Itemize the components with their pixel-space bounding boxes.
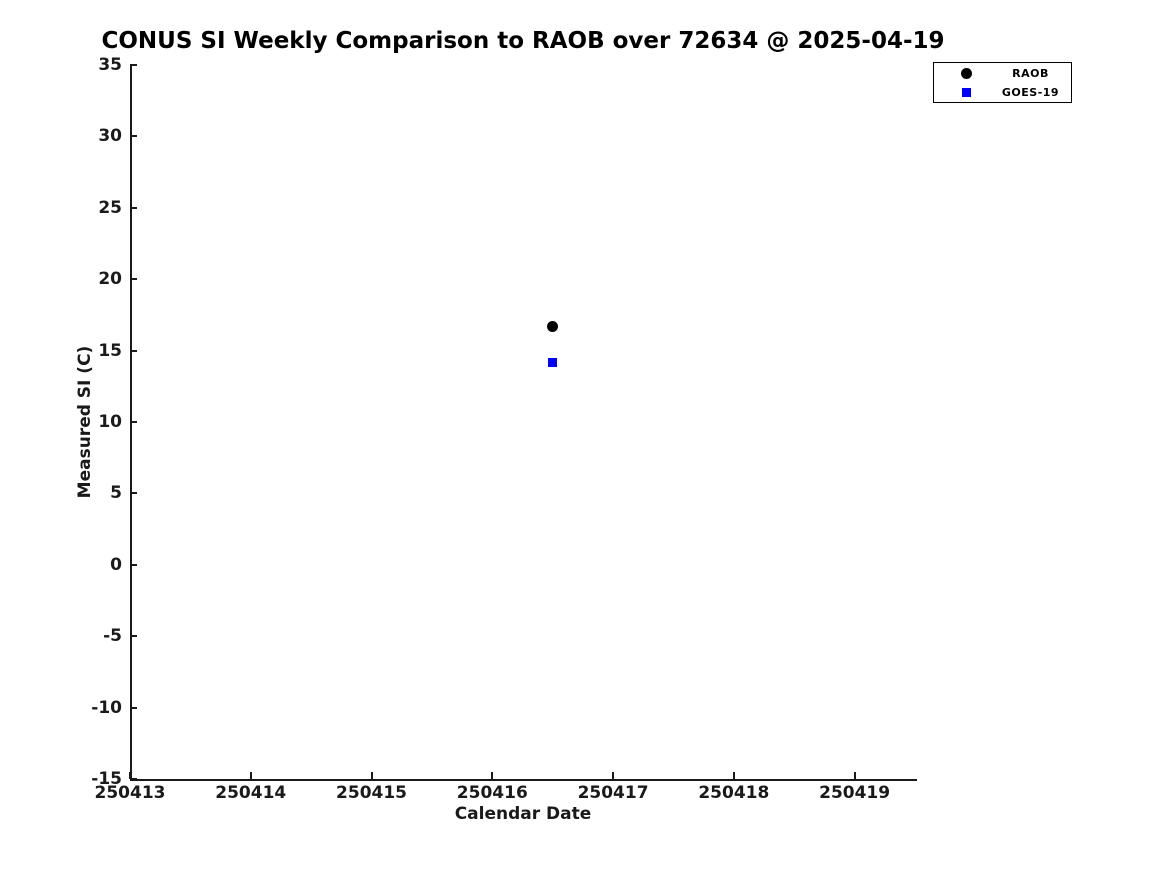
x-axis-label: Calendar Date — [454, 804, 592, 824]
x-tick-label: 250414 — [215, 783, 287, 803]
y-tick-label: 15 — [98, 340, 122, 361]
x-tick-label: 250418 — [698, 783, 770, 803]
y-tick — [130, 135, 137, 138]
legend-item-raob: RAOB — [934, 64, 1071, 83]
y-tick-label: -15 — [91, 769, 122, 789]
y-tick — [130, 778, 137, 780]
y-tick — [130, 206, 137, 209]
data-point-goes-19 — [548, 357, 558, 367]
legend-marker-cell — [934, 67, 998, 79]
y-tick-label: 30 — [98, 126, 122, 147]
y-tick-label: -10 — [91, 697, 122, 718]
y-tick-label: 25 — [98, 197, 122, 218]
y-tick — [130, 349, 137, 352]
plot-area — [130, 65, 917, 781]
legend-square-marker-icon — [961, 87, 971, 97]
legend-label: RAOB — [1012, 66, 1049, 80]
legend-item-goes-19: GOES-19 — [934, 83, 1071, 102]
y-tick — [130, 706, 137, 709]
x-tick — [612, 772, 615, 779]
y-tick — [130, 492, 137, 495]
x-tick — [370, 772, 373, 779]
y-tick-label: 0 — [110, 554, 122, 575]
y-tick-label: 35 — [98, 55, 122, 75]
x-tick — [249, 772, 252, 779]
x-tick — [853, 772, 856, 779]
y-tick-label: 20 — [98, 269, 122, 290]
y-tick — [130, 64, 137, 66]
chart-title: CONUS SI Weekly Comparison to RAOB over … — [101, 28, 945, 54]
x-tick — [129, 772, 131, 779]
y-tick — [130, 421, 137, 423]
legend: RAOB GOES-19 — [933, 62, 1072, 103]
legend-marker-cell — [934, 87, 998, 97]
legend-label: GOES-19 — [1001, 85, 1060, 99]
y-tick-label: 5 — [110, 483, 122, 504]
x-tick-label: 250416 — [456, 783, 528, 803]
legend-circle-marker-icon — [960, 67, 972, 79]
x-tick-label: 250415 — [336, 783, 408, 803]
y-tick — [130, 278, 137, 281]
y-tick — [130, 635, 137, 638]
y-tick — [130, 563, 137, 566]
x-tick-label: 250413 — [94, 783, 166, 803]
y-tick-label: -5 — [103, 626, 122, 647]
x-tick — [491, 772, 494, 779]
x-tick-label: 250419 — [819, 783, 891, 803]
x-tick-label: 250417 — [577, 783, 649, 803]
y-tick-label: 10 — [98, 412, 122, 432]
x-tick — [732, 772, 735, 779]
data-point-raob — [547, 320, 559, 332]
